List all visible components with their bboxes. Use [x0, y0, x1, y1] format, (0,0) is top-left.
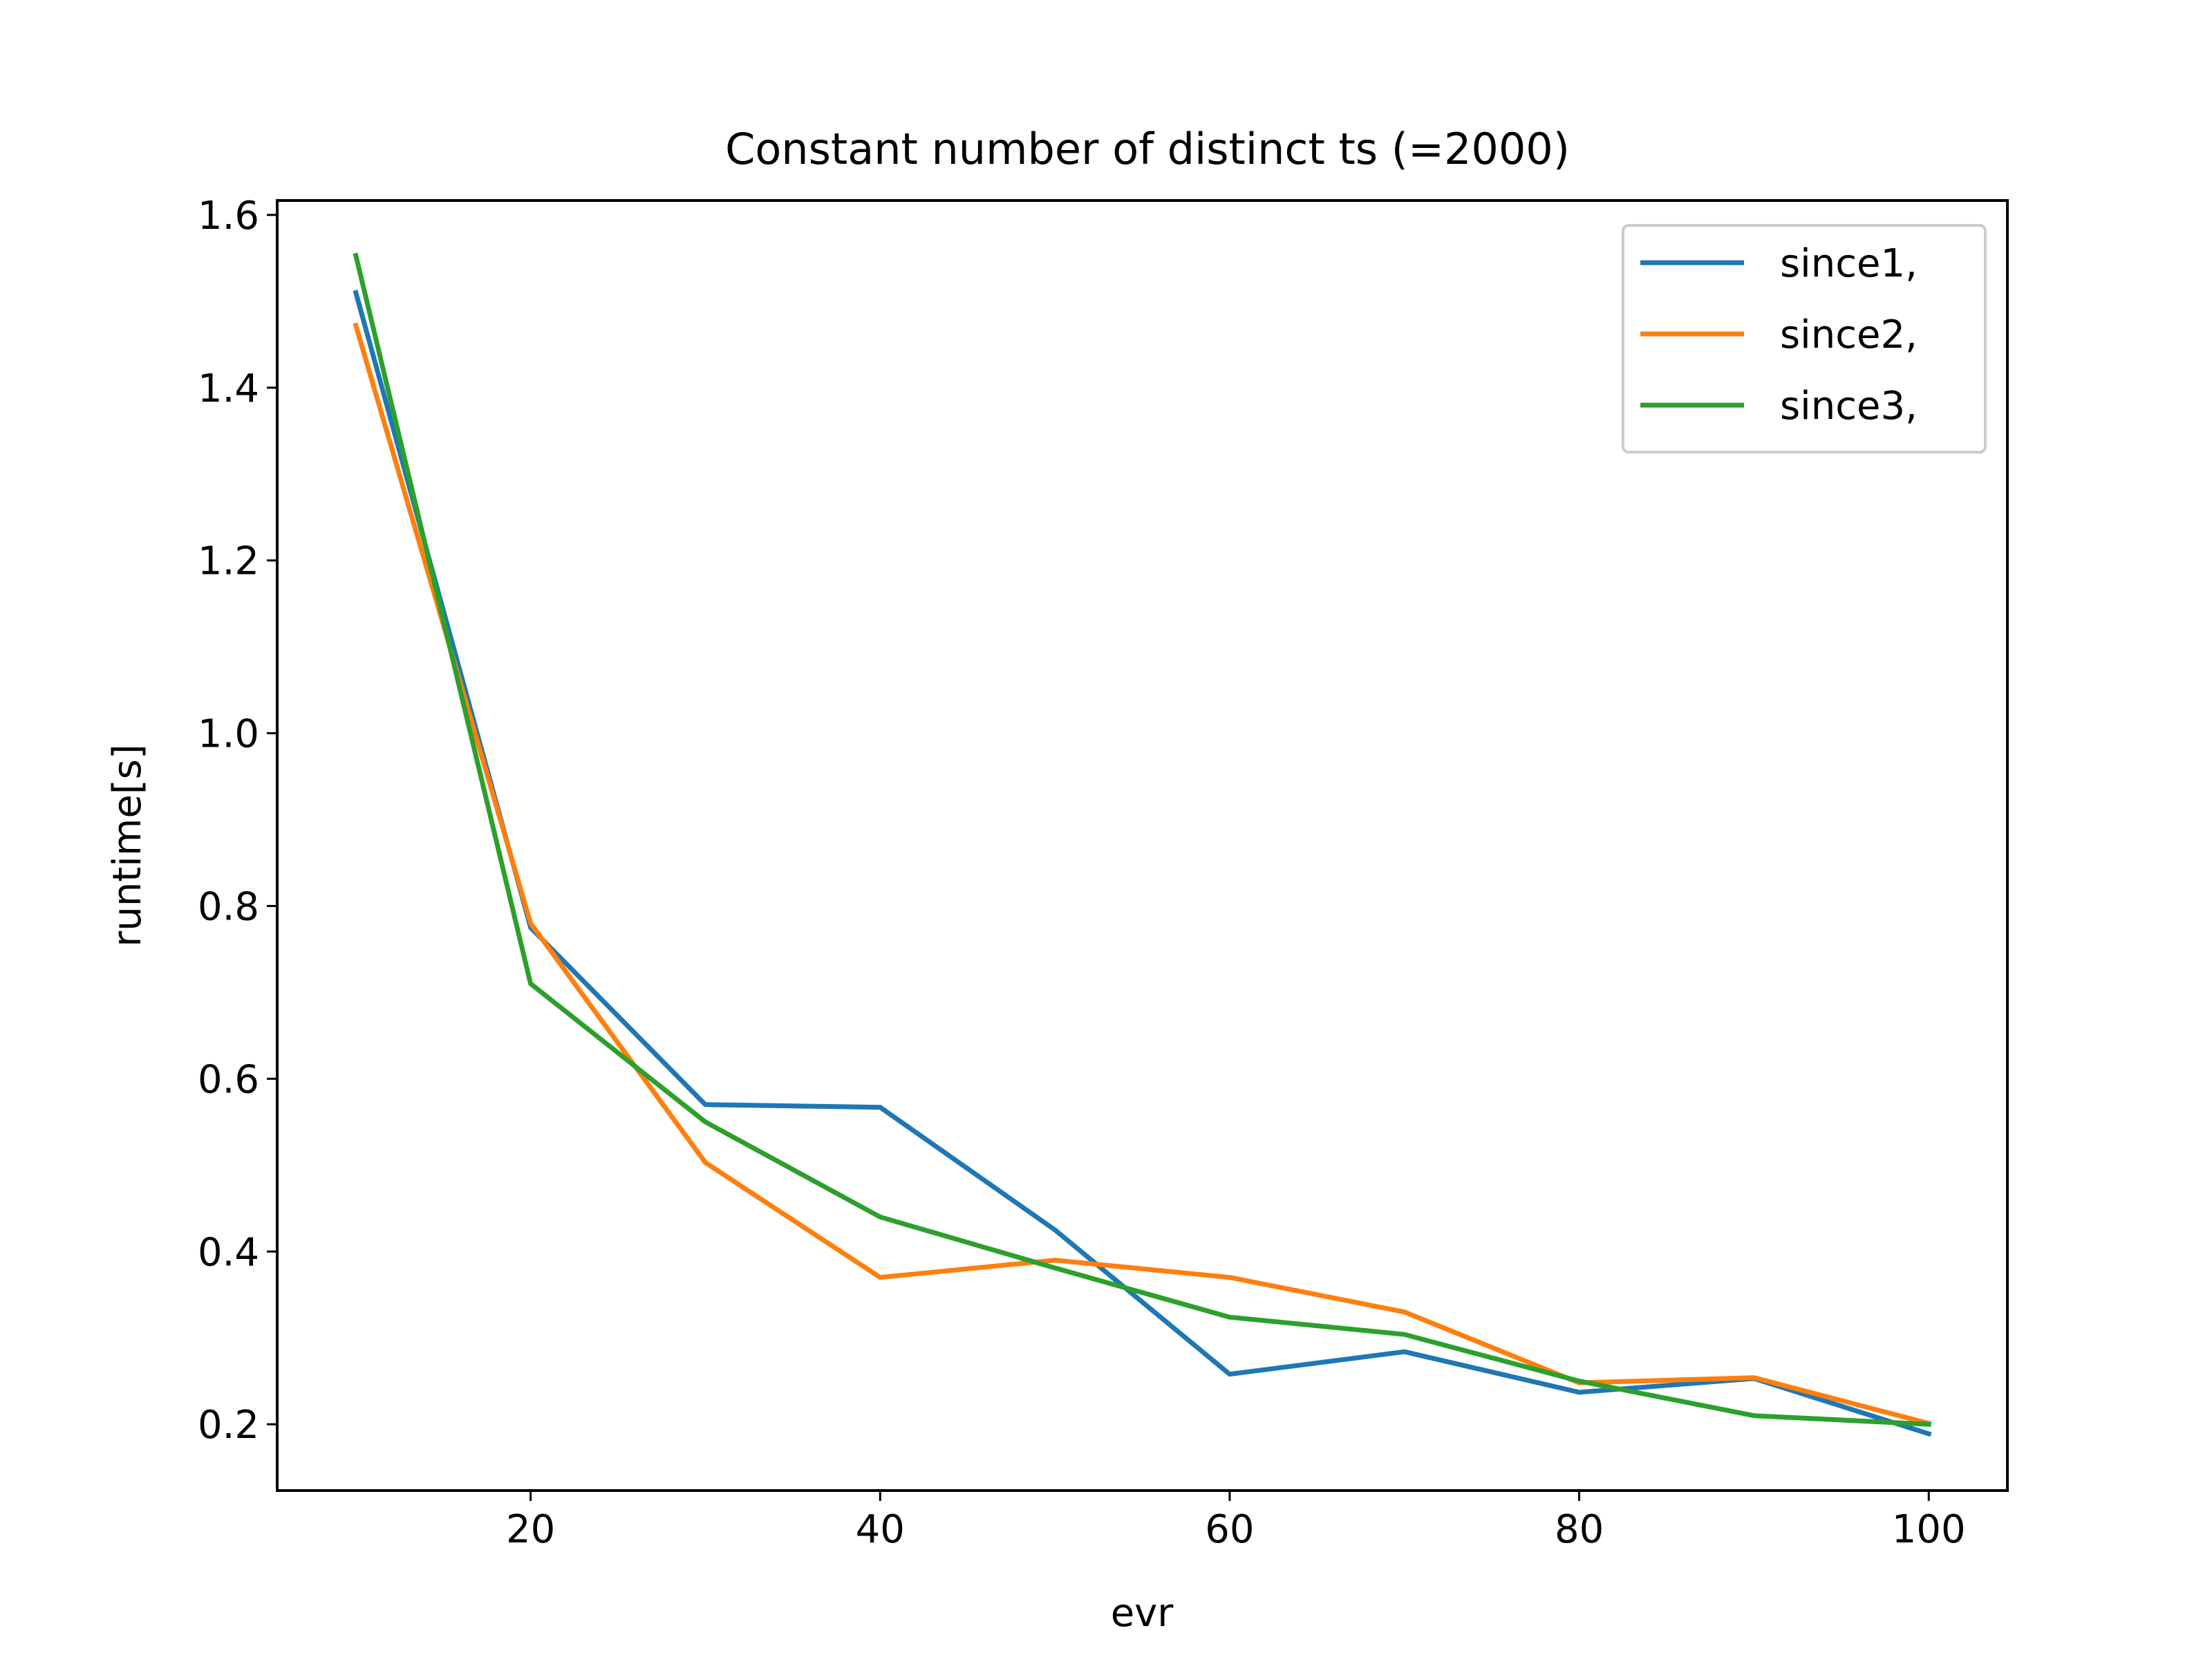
y-tick-label: 0.6: [198, 1057, 259, 1102]
series-line-1: [353, 289, 1932, 1437]
x-tick-label: 100: [1892, 1507, 1966, 1552]
y-axis-label: runtime[s]: [105, 744, 150, 946]
plot-frame: [276, 199, 2009, 1492]
x-tick-label: 80: [1555, 1507, 1604, 1552]
legend-label-1: since1,: [1780, 241, 1918, 286]
series-line-3: [353, 252, 1931, 1427]
x-axis-ticks: 20 40 60 80 100: [506, 1491, 1966, 1552]
legend: since1, since2, since3,: [1622, 224, 1987, 454]
legend-label-3: since3,: [1780, 384, 1918, 429]
legend-box: [1622, 224, 1987, 454]
y-tick-label: 0.4: [198, 1230, 259, 1275]
x-tick-label: 60: [1205, 1507, 1254, 1552]
y-tick-label: 1.6: [198, 194, 259, 239]
y-axis-ticks: 0.2 0.4 0.6 0.8 1.0 1.2 1.4 1.6: [198, 194, 277, 1448]
x-tick-label: 40: [856, 1507, 905, 1552]
y-tick-label: 1.0: [198, 712, 259, 757]
x-tick-label: 20: [506, 1507, 555, 1552]
plot-area: [353, 252, 1932, 1437]
series-line-2: [353, 322, 1932, 1427]
y-tick-label: 1.2: [198, 539, 259, 584]
chart-title: Constant number of distinct ts (=2000): [725, 124, 1570, 174]
y-tick-label: 0.8: [198, 884, 259, 929]
y-tick-label: 0.2: [198, 1403, 259, 1448]
x-axis-label: evr: [1111, 1591, 1174, 1636]
legend-label-2: since2,: [1780, 312, 1918, 357]
y-tick-label: 1.4: [198, 366, 259, 411]
